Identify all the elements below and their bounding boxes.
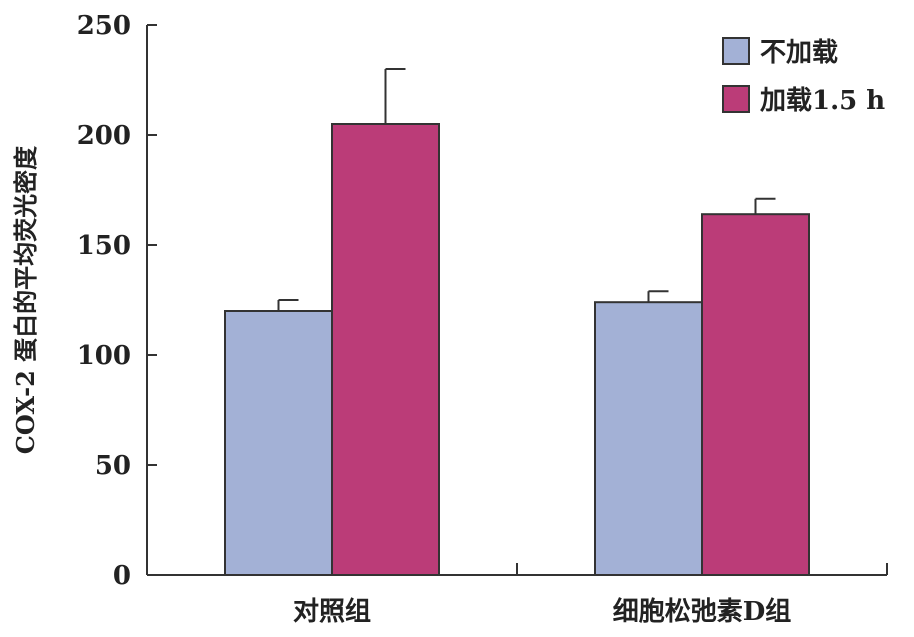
legend-swatch — [722, 37, 750, 65]
y-axis-title: COX-2 蛋白的平均荧光密度 — [11, 145, 40, 454]
error-bars — [277, 68, 776, 311]
y-tick-label: 200 — [77, 121, 131, 151]
y-tick-label: 50 — [95, 451, 131, 481]
y-tick-label: 250 — [77, 11, 131, 41]
x-category-label: 细胞松弛素D组 — [613, 596, 792, 627]
bar — [594, 301, 703, 576]
legend-swatch — [722, 85, 750, 113]
legend-label: 不加载 — [760, 38, 838, 68]
y-tick-label: 0 — [113, 561, 131, 591]
bar — [331, 123, 440, 576]
bar — [224, 310, 333, 576]
bar — [701, 213, 810, 576]
bars — [224, 123, 810, 576]
x-axis: 对照组 细胞松弛素D组 — [147, 563, 888, 627]
x-category-label: 对照组 — [293, 596, 371, 627]
legend-label: 加载1.5 h — [760, 86, 885, 116]
y-axis: 0 50 100 150 200 250 — [77, 11, 157, 591]
y-tick-label: 100 — [77, 341, 131, 371]
y-tick-label: 150 — [77, 231, 131, 261]
